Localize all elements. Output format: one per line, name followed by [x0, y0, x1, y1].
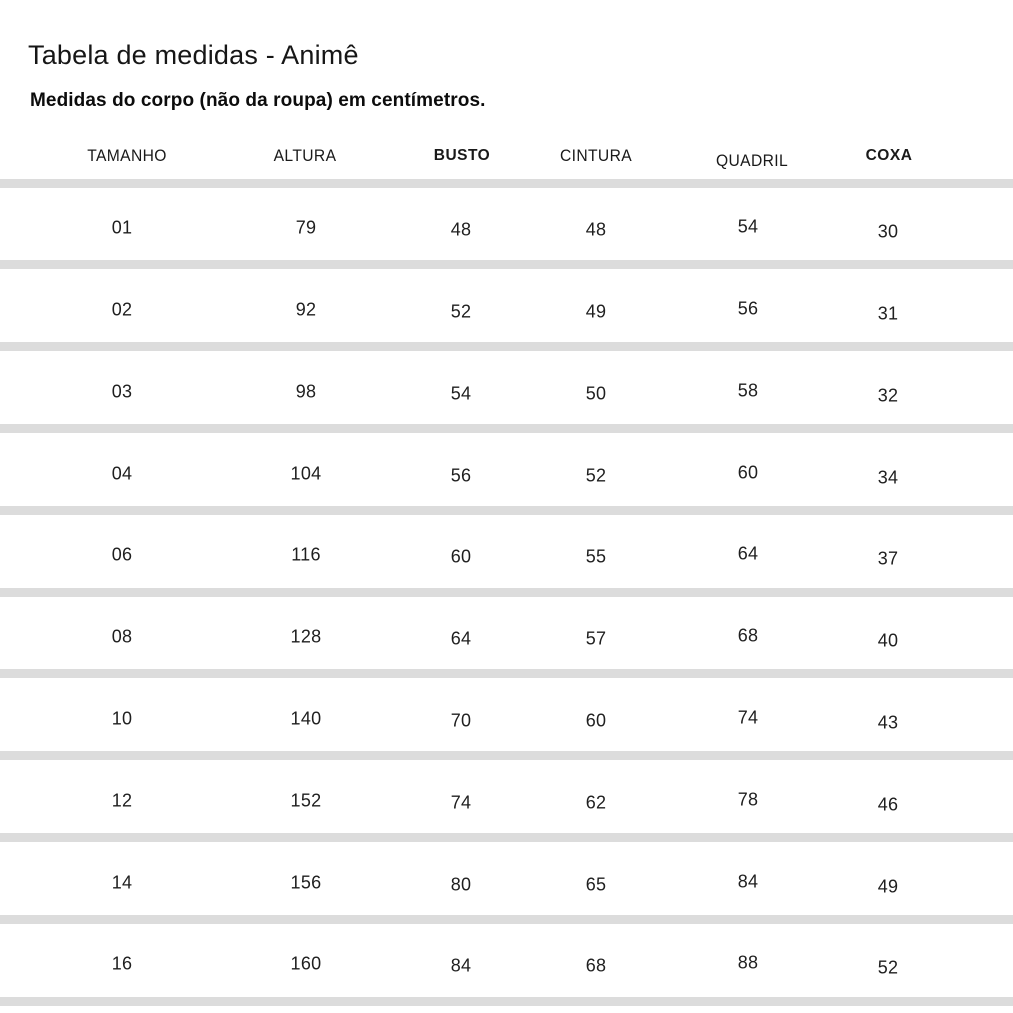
cell-quadril: 60 — [737, 462, 759, 482]
column-header-busto: BUSTO — [433, 147, 491, 164]
cell-coxa: 31 — [877, 303, 899, 323]
cell-tamanho: 10 — [111, 708, 133, 728]
cell-quadril: 56 — [737, 298, 759, 318]
cell-cintura: 52 — [585, 465, 607, 485]
table-row: 03 98 54 50 58 32 — [0, 355, 1013, 428]
cell-altura: 156 — [290, 872, 322, 892]
cell-quadril: 78 — [737, 789, 759, 809]
divider — [0, 260, 1013, 269]
cell-cintura: 50 — [585, 383, 607, 403]
cell-quadril: 54 — [737, 216, 759, 236]
cell-busto: 54 — [450, 383, 472, 403]
page-subtitle: Medidas do corpo (não da roupa) em centí… — [30, 90, 486, 111]
column-header-coxa: COXA — [865, 147, 913, 164]
cell-coxa: 49 — [877, 876, 899, 896]
cell-altura: 92 — [295, 299, 317, 319]
cell-tamanho: 12 — [111, 790, 133, 810]
table-row: 12 152 74 62 78 46 — [0, 764, 1013, 837]
column-header-quadril: QUADRIL — [715, 151, 789, 170]
cell-tamanho: 06 — [111, 544, 133, 564]
table-row: 10 140 70 60 74 43 — [0, 682, 1013, 755]
cell-cintura: 60 — [585, 710, 607, 730]
cell-busto: 64 — [450, 628, 472, 648]
divider — [0, 342, 1013, 351]
cell-altura: 79 — [295, 217, 317, 237]
cell-coxa: 52 — [877, 957, 899, 977]
cell-coxa: 40 — [877, 630, 899, 650]
cell-cintura: 49 — [585, 301, 607, 321]
cell-quadril: 84 — [737, 871, 759, 891]
cell-busto: 84 — [450, 955, 472, 975]
cell-quadril: 74 — [737, 707, 759, 727]
divider — [0, 424, 1013, 433]
cell-busto: 80 — [450, 874, 472, 894]
cell-busto: 70 — [450, 710, 472, 730]
cell-busto: 60 — [450, 546, 472, 566]
cell-quadril: 68 — [737, 625, 759, 645]
column-header-cintura: CINTURA — [559, 146, 633, 165]
cell-busto: 56 — [450, 465, 472, 485]
table-row: 08 128 64 57 68 40 — [0, 600, 1013, 673]
cell-altura: 116 — [291, 544, 321, 564]
divider — [0, 997, 1013, 1006]
cell-altura: 104 — [290, 463, 322, 483]
divider — [0, 506, 1013, 515]
page-title: Tabela de medidas - Animê — [28, 40, 359, 70]
divider — [0, 751, 1013, 760]
cell-tamanho: 16 — [111, 953, 133, 973]
cell-coxa: 34 — [877, 467, 899, 487]
divider — [0, 179, 1013, 188]
divider — [0, 833, 1013, 842]
table-row: 06 116 60 55 64 37 — [0, 518, 1013, 591]
cell-coxa: 37 — [877, 548, 899, 568]
cell-cintura: 55 — [585, 546, 607, 566]
cell-coxa: 30 — [877, 221, 899, 241]
cell-cintura: 68 — [585, 955, 607, 975]
table-row: 02 92 52 49 56 31 — [0, 273, 1013, 346]
table-row: 01 79 48 48 54 30 — [0, 191, 1013, 264]
table-row: 04 104 56 52 60 34 — [0, 437, 1013, 510]
cell-cintura: 48 — [585, 219, 607, 239]
cell-cintura: 65 — [585, 874, 607, 894]
cell-quadril: 58 — [737, 380, 759, 400]
column-header-altura: ALTURA — [273, 146, 337, 165]
cell-quadril: 64 — [737, 543, 759, 563]
cell-altura: 152 — [290, 790, 322, 810]
cell-tamanho: 03 — [111, 381, 133, 401]
cell-quadril: 88 — [737, 952, 759, 972]
cell-tamanho: 08 — [111, 626, 133, 646]
table-row: 16 160 84 68 88 52 — [0, 927, 1013, 1000]
table-row: 14 156 80 65 84 49 — [0, 846, 1013, 919]
cell-cintura: 57 — [585, 628, 607, 648]
cell-tamanho: 01 — [111, 217, 133, 237]
divider — [0, 669, 1013, 678]
cell-tamanho: 04 — [111, 463, 133, 483]
cell-busto: 48 — [450, 219, 472, 239]
cell-altura: 140 — [290, 708, 322, 728]
cell-busto: 74 — [450, 792, 472, 812]
cell-altura: 98 — [295, 381, 317, 401]
cell-coxa: 46 — [877, 794, 899, 814]
cell-cintura: 62 — [585, 792, 607, 812]
cell-busto: 52 — [450, 301, 472, 321]
cell-altura: 128 — [290, 626, 322, 646]
cell-tamanho: 14 — [111, 872, 133, 892]
divider — [0, 588, 1013, 597]
column-header-tamanho: TAMANHO — [87, 146, 167, 165]
cell-tamanho: 02 — [111, 299, 133, 319]
cell-coxa: 32 — [877, 385, 899, 405]
divider — [0, 915, 1013, 924]
cell-altura: 160 — [290, 953, 322, 973]
cell-coxa: 43 — [877, 712, 899, 732]
